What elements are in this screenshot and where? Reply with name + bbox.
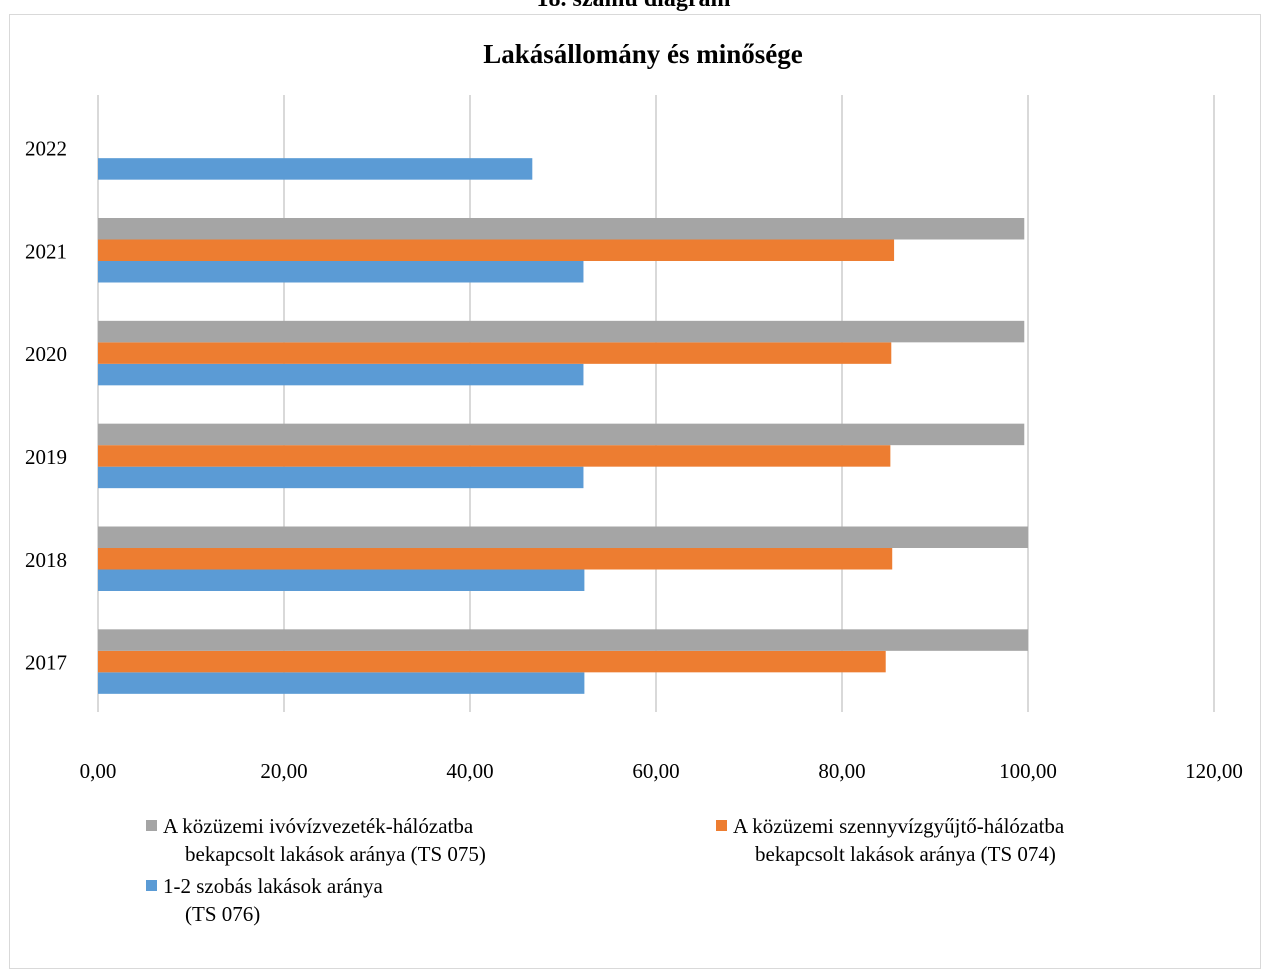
legend-label-sewer-line2: bekapcsolt lakások aránya (TS 074) [755, 842, 1056, 866]
y-tick-label: 2022 [25, 136, 67, 160]
bar [98, 466, 584, 489]
legend-item-rooms: 1-2 szobás lakások aránya (TS 076) [146, 872, 383, 928]
legend-swatch-water [146, 820, 157, 831]
bar [98, 239, 895, 261]
x-tick-label: 120,00 [1185, 759, 1243, 783]
bar [98, 320, 1025, 343]
legend-swatch-rooms [146, 880, 157, 891]
bar [98, 526, 1028, 548]
bar [98, 158, 533, 180]
legend-label-rooms-line1: 1-2 szobás lakások aránya [163, 874, 383, 898]
x-tick-label: 100,00 [999, 759, 1057, 783]
bar [98, 629, 1028, 651]
bar [98, 569, 585, 591]
x-tick-label: 60,00 [632, 759, 679, 783]
bar [98, 363, 584, 386]
y-tick-label: 2017 [25, 651, 67, 675]
legend-swatch-sewer [716, 820, 727, 831]
bar [98, 218, 1025, 240]
x-tick-label: 40,00 [446, 759, 493, 783]
bar [98, 548, 893, 570]
bar [98, 342, 892, 364]
legend-item-sewer: A közüzemi szennyvízgyűjtő-hálózatba beka… [716, 812, 1064, 868]
bar [98, 445, 891, 467]
legend-label-sewer-line1: A közüzemi szennyvízgyűjtő-hálózatba [733, 814, 1065, 838]
bar [98, 423, 1025, 446]
legend-label-rooms-line2: (TS 076) [185, 902, 261, 926]
y-tick-label: 2020 [25, 342, 67, 366]
y-tick-label: 2019 [25, 445, 67, 469]
bar [98, 261, 584, 283]
y-tick-label: 2018 [25, 548, 67, 572]
legend-label-water-line2: bekapcsolt lakások aránya (TS 075) [185, 842, 486, 866]
x-tick-label: 20,00 [260, 759, 307, 783]
y-tick-label: 2021 [25, 239, 67, 263]
legend-item-water: A közüzemi ivóvízvezeték-hálózatba bekapc… [146, 812, 486, 868]
chart-title: Lakásállomány és minősége [483, 39, 803, 69]
bar [98, 650, 886, 673]
x-tick-label: 0,00 [80, 759, 117, 783]
legend-label-water-line1: A közüzemi ivóvízvezeték-hálózatba [163, 814, 474, 838]
chart-caption: 18. számú diagram [0, 0, 1267, 13]
x-tick-label: 80,00 [818, 759, 865, 783]
bar [98, 672, 585, 694]
